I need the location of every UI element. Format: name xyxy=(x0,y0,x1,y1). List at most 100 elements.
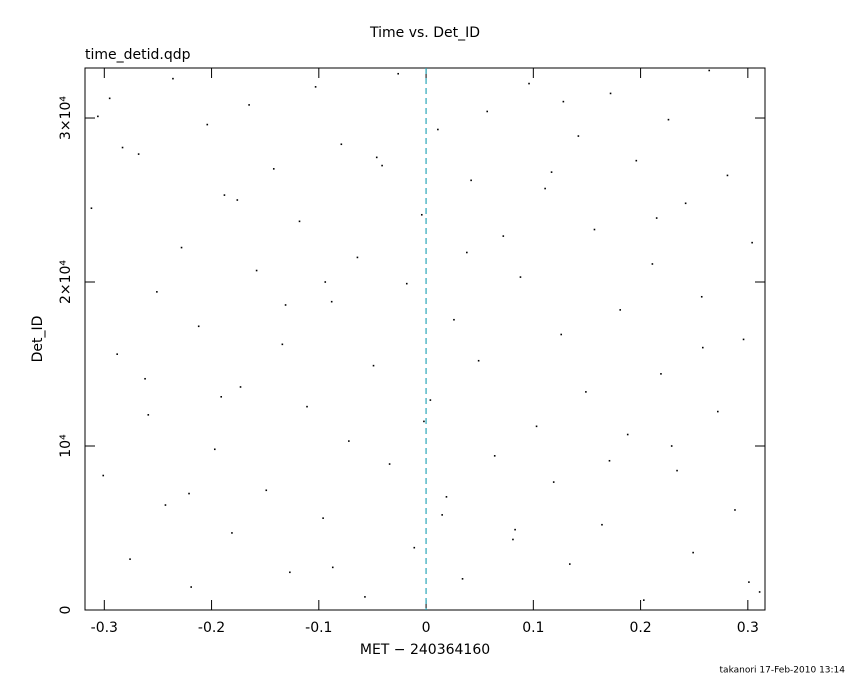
point xyxy=(231,532,233,534)
point xyxy=(742,338,745,341)
point xyxy=(413,546,416,549)
point xyxy=(381,164,383,167)
point xyxy=(758,591,761,593)
point xyxy=(585,391,587,393)
point xyxy=(560,333,563,336)
point xyxy=(284,304,287,306)
point xyxy=(375,156,378,159)
point xyxy=(116,353,118,355)
x-axis-label: MET − 240364160 xyxy=(360,642,490,658)
point xyxy=(593,228,596,231)
y-tick-label: 3×10⁴ xyxy=(58,96,74,140)
point xyxy=(324,281,327,283)
point xyxy=(108,97,111,100)
point xyxy=(289,571,291,574)
point xyxy=(700,295,703,298)
point xyxy=(306,405,308,408)
point xyxy=(519,276,522,278)
point xyxy=(535,425,538,428)
point xyxy=(502,235,505,237)
y-tick-label: 10⁴ xyxy=(58,434,74,458)
point xyxy=(626,433,629,436)
point xyxy=(164,504,167,506)
point xyxy=(265,489,268,492)
x-tick-label: -0.2 xyxy=(198,620,225,636)
point xyxy=(726,174,729,177)
x-tick-label: -0.1 xyxy=(305,620,332,636)
point xyxy=(486,110,489,113)
point xyxy=(236,199,239,201)
point xyxy=(137,153,140,155)
point xyxy=(147,414,150,416)
point xyxy=(734,509,736,511)
point xyxy=(550,171,553,173)
point xyxy=(156,291,158,293)
point xyxy=(635,159,638,162)
point xyxy=(281,343,284,346)
point xyxy=(751,241,753,244)
point xyxy=(676,469,678,472)
point xyxy=(429,399,432,401)
point xyxy=(272,168,275,170)
x-tick-label: -0.3 xyxy=(91,620,118,636)
point xyxy=(609,92,612,95)
point xyxy=(445,496,448,498)
chart-subtitle: time_detid.qdp xyxy=(85,47,191,63)
point xyxy=(121,146,124,149)
point xyxy=(692,551,694,554)
point xyxy=(493,455,496,457)
point xyxy=(206,123,209,126)
point xyxy=(466,251,468,254)
point xyxy=(670,445,673,447)
point xyxy=(314,86,317,88)
point xyxy=(552,481,555,483)
x-tick-label: 0.3 xyxy=(737,620,759,636)
point xyxy=(340,143,343,146)
point xyxy=(239,386,242,388)
point xyxy=(601,523,603,526)
point xyxy=(453,318,455,321)
point xyxy=(619,309,622,311)
point xyxy=(144,377,146,380)
point xyxy=(562,100,565,103)
y-axis-label: Det_ID xyxy=(30,316,46,363)
point xyxy=(643,599,645,601)
point xyxy=(372,364,375,367)
point xyxy=(667,118,670,121)
point xyxy=(180,246,183,249)
point xyxy=(708,69,711,72)
point xyxy=(90,207,93,210)
point xyxy=(514,528,516,531)
point xyxy=(748,581,750,583)
point xyxy=(660,373,662,375)
point xyxy=(190,586,192,588)
point xyxy=(97,115,99,118)
point xyxy=(470,179,472,182)
point xyxy=(437,128,439,131)
point xyxy=(397,72,399,75)
point xyxy=(701,346,704,349)
point xyxy=(129,558,131,560)
y-tick-label: 2×10⁴ xyxy=(58,260,74,304)
point xyxy=(684,202,687,205)
point xyxy=(213,448,216,451)
point xyxy=(477,359,480,362)
footer: takanori 17-Feb-2010 13:14 xyxy=(720,666,846,676)
point xyxy=(298,220,301,223)
point xyxy=(364,596,366,598)
point xyxy=(423,420,425,423)
point xyxy=(255,269,258,272)
point xyxy=(197,325,200,328)
point xyxy=(528,82,530,85)
point xyxy=(655,217,658,219)
point xyxy=(461,578,464,580)
point xyxy=(322,517,324,519)
point xyxy=(512,538,514,541)
point xyxy=(568,563,571,565)
point xyxy=(356,256,359,259)
y-tick-label: 0 xyxy=(58,606,74,615)
point xyxy=(330,300,333,303)
point xyxy=(441,514,443,516)
